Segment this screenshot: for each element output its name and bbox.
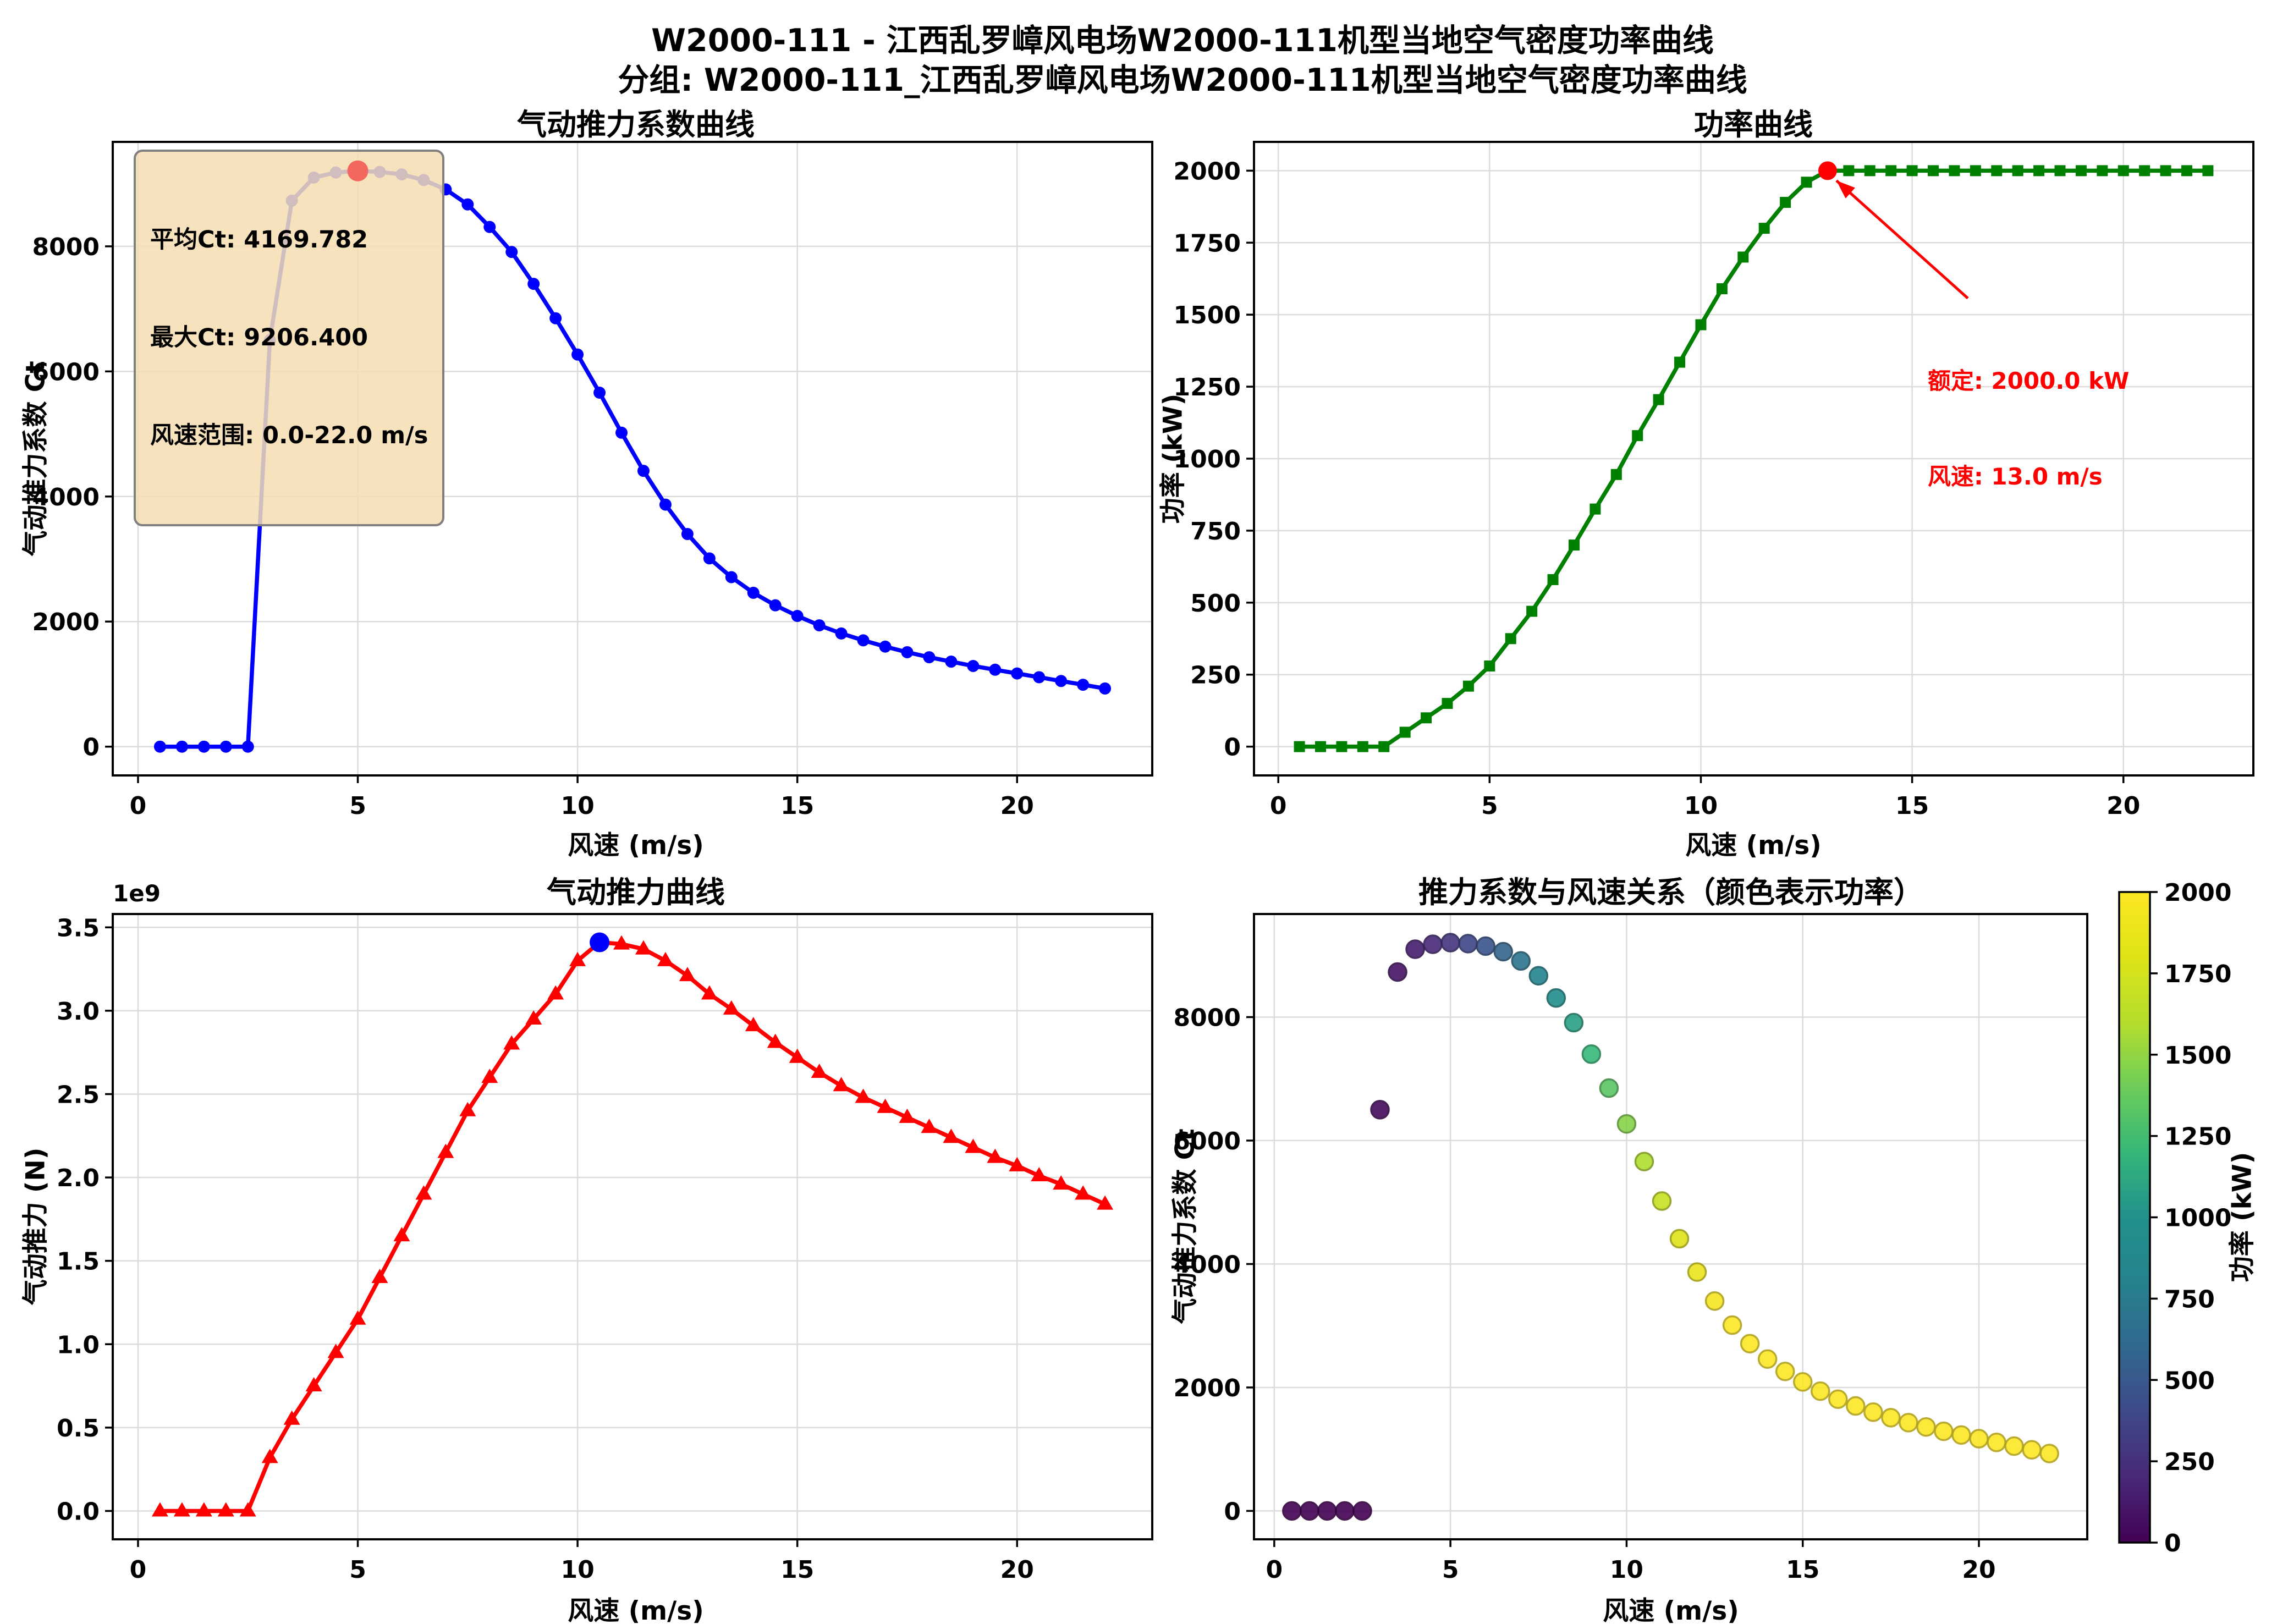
colorbar-tick-label: 1500 [2164,1042,2231,1070]
axis-ticks-scatter: 0 5 10 15 20 0 2000 4000 6000 8000 [1174,1004,1996,1584]
y-tick-label: 0.0 [57,1498,100,1526]
thrust-axis-offset-label: 1e9 [113,880,161,907]
x-tick-label: 10 [1610,1556,1643,1584]
axis-ticks-power: 0 5 10 15 20 0 250 500 750 1000 1250 1500 1750 2000 [1174,157,2141,820]
y-tick-label: 2.0 [57,1164,100,1192]
y-tick-label: 1500 [1174,301,1241,329]
y-tick-label: 0 [1224,734,1241,762]
y-tick-label: 3.5 [57,914,100,942]
y-tick-label: 4000 [32,483,100,511]
x-tick-label: 0 [1266,1556,1283,1584]
colorbar-tick-label: 0 [2164,1529,2181,1557]
spines-thrust [112,913,1153,1540]
y-tick-label: 8000 [32,233,100,261]
spines-scatter [1253,913,2088,1540]
x-tick-label: 20 [1000,792,1034,820]
series-line-thrust [158,940,1107,1513]
rated-power-arrow [1835,179,1969,300]
colorbar-tick-label: 2000 [2164,879,2231,907]
y-tick-label: 8000 [1174,1004,1241,1032]
x-tick-label: 0 [130,1556,147,1584]
grid-thrust [113,914,1152,1539]
y-tick-label: 6000 [1174,1127,1241,1155]
axis-ticks-ct: 0 5 10 15 20 0 2000 4000 6000 8000 [32,233,1034,820]
y-tick-label: 2000 [1174,1374,1241,1402]
y-tick-label: 1.0 [57,1331,100,1359]
colorbar-tick-label: 1000 [2164,1204,2231,1232]
axis-ticks-thrust: 0 5 10 15 20 0.0 0.5 1.0 1.5 2.0 2.5 3.0 3.5 [57,914,1034,1584]
ct-chart-title: 气动推力系数曲线 [517,107,755,142]
power-highlight-dot [1818,161,1837,180]
highlight-power [1818,161,1837,180]
figure-title: W2000-111 - 江西乱罗嶂风电场W2000-111机型当地空气密度功率曲… [651,23,1714,59]
y-tick-label: 4000 [1174,1251,1241,1279]
annotation-rated-windspeed: 风速: 13.0 m/s [1928,463,2103,490]
series-markers-thrust [151,933,1114,1517]
x-tick-label: 20 [1000,1556,1034,1584]
x-tick-label: 15 [780,1556,814,1584]
scatter-xaxis-label: 风速 (m/s) [1603,1596,1739,1624]
x-tick-label: 10 [560,1556,594,1584]
y-tick-label: 2000 [1174,157,1241,185]
figure-subtitle: 分组: W2000-111_江西乱罗嶂风电场W2000-111机型当地空气密度功… [618,62,1747,98]
scatter-points [1282,933,2059,1521]
y-tick-label: 500 [1190,590,1241,618]
highlight-thrust [590,932,610,953]
tooltip-max-ct: 最大Ct: 9206.400 [150,323,369,351]
tooltip-windspeed-range: 风速范围: 0.0-22.0 m/s [150,421,428,449]
x-tick-label: 0 [1270,792,1287,820]
y-tick-label: 2.5 [57,1081,100,1109]
x-tick-label: 5 [1442,1556,1459,1584]
x-tick-label: 10 [560,792,594,820]
colorbar-tick-label: 1750 [2164,960,2231,988]
series-markers-power [1294,165,2214,752]
colorbar-tick-label: 500 [2164,1367,2215,1395]
tooltip-avg-ct: 平均Ct: 4169.782 [150,225,369,254]
y-tick-label: 6000 [32,358,100,386]
y-tick-label: 1250 [1174,373,1241,401]
y-tick-label: 1750 [1174,229,1241,257]
ct-xaxis-label: 风速 (m/s) [568,830,704,861]
annotation-rated-power: 额定: 2000.0 kW [1928,367,2130,394]
y-tick-label: 3.0 [57,998,100,1026]
colorbar-tick-label: 1250 [2164,1123,2231,1151]
x-tick-label: 15 [780,792,814,820]
power-xaxis-label: 风速 (m/s) [1685,830,1822,861]
x-tick-label: 10 [1684,792,1718,820]
colorbar: 0 250 500 750 1000 1250 1500 1750 2000 [2118,879,2231,1557]
y-tick-label: 0.5 [57,1414,100,1443]
y-tick-label: 0 [82,734,100,762]
rated-power-annotation: 额定: 2000.0 kW 风速: 13.0 m/s [1928,301,2129,557]
y-tick-label: 2000 [32,608,100,636]
x-tick-label: 5 [1481,792,1498,820]
colorbar-tick-label: 250 [2164,1448,2215,1476]
x-tick-label: 20 [1962,1556,1995,1584]
power-chart-title: 功率曲线 [1694,107,1813,142]
x-tick-label: 0 [130,792,147,820]
y-tick-label: 750 [1190,518,1241,546]
x-tick-label: 15 [1786,1556,1819,1584]
y-tick-label: 0 [1224,1498,1241,1526]
x-tick-label: 20 [2106,792,2140,820]
thrust-highlight-dot [590,932,610,953]
x-tick-label: 5 [349,792,366,820]
y-tick-label: 1.5 [57,1248,100,1276]
scatter-chart-title: 推力系数与风速关系（颜色表示功率） [1418,875,1923,910]
x-tick-label: 15 [1895,792,1929,820]
y-tick-label: 1000 [1174,445,1241,474]
spines-ct [112,141,1153,777]
y-tick-label: 250 [1190,662,1241,690]
colorbar-tick-label: 750 [2164,1285,2215,1313]
thrust-chart-title: 气动推力曲线 [547,875,725,910]
grid-scatter [1254,914,2087,1539]
thrust-xaxis-label: 风速 (m/s) [568,1596,704,1624]
ct-stats-tooltip: 平均Ct: 4169.782 最大Ct: 9206.400 风速范围: 0.0-… [134,150,445,526]
x-tick-label: 5 [349,1556,366,1584]
